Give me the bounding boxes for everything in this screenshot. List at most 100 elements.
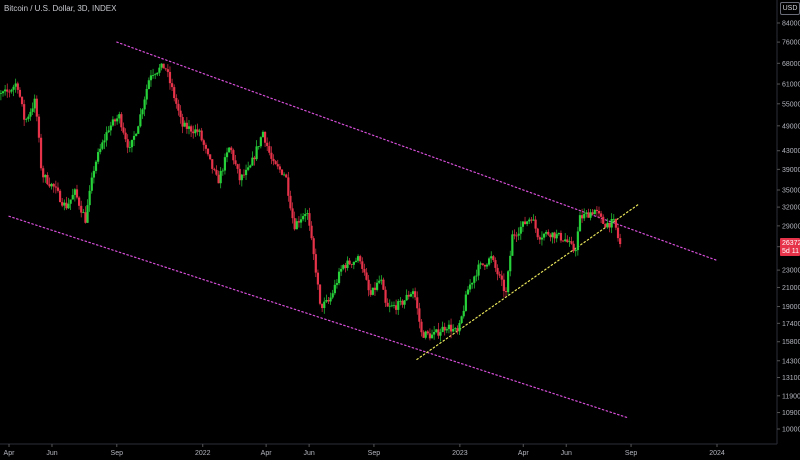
candle-body — [90, 177, 93, 191]
candle-body — [293, 218, 296, 230]
candle-body — [160, 63, 163, 68]
candle-body — [228, 147, 231, 153]
candle-body — [164, 68, 167, 70]
candle-body — [371, 287, 374, 295]
candle-body — [4, 89, 7, 92]
candle-body — [147, 80, 150, 89]
candle-body — [321, 303, 324, 309]
candle-body — [75, 189, 79, 198]
candle-body — [553, 232, 556, 239]
price-tick-label: 15800 — [782, 339, 800, 346]
candle-body — [359, 256, 362, 262]
candle-body — [564, 239, 567, 242]
candle-body — [395, 305, 398, 310]
time-tick-label: Apr — [518, 450, 530, 457]
candle-body — [365, 272, 368, 280]
candle-body — [35, 98, 38, 117]
candle-body — [523, 221, 527, 225]
candle-body — [589, 212, 592, 218]
candle-body — [48, 184, 51, 187]
candle-body — [103, 140, 106, 143]
candle-body — [124, 132, 127, 140]
candle-body — [384, 289, 387, 303]
candle-body — [25, 118, 28, 120]
candle-body — [483, 264, 486, 267]
candle-body — [454, 328, 457, 329]
candle-body — [354, 260, 358, 262]
candle-body — [407, 294, 410, 297]
time-tick-label: Sep — [111, 450, 124, 457]
candle-body — [614, 218, 618, 228]
candle-body — [464, 294, 467, 311]
candle-body — [65, 202, 68, 209]
candle-body — [71, 194, 74, 200]
candle-body — [116, 118, 119, 122]
candle-body — [494, 260, 497, 268]
candle-body — [183, 122, 186, 127]
candle-body — [477, 264, 480, 276]
channel-upper[interactable] — [116, 41, 718, 262]
candle-body — [382, 279, 385, 290]
candle-body — [181, 117, 184, 127]
candle-body — [69, 199, 72, 204]
candle-body — [0, 93, 2, 94]
price-tick-label: 49000 — [782, 123, 800, 130]
candle-body — [274, 161, 277, 165]
candle-body — [333, 284, 336, 294]
candle-body — [141, 109, 144, 115]
candle-body — [29, 111, 32, 117]
candle-body — [179, 110, 182, 118]
candle-body — [268, 146, 271, 153]
candle-body — [468, 284, 472, 290]
candle-body — [517, 233, 520, 236]
candle-body — [149, 75, 153, 81]
candle-body — [481, 263, 484, 265]
support-trendline[interactable] — [416, 203, 640, 361]
candle-body — [335, 283, 339, 285]
candle-body — [67, 203, 70, 209]
candle-body — [602, 216, 605, 224]
candle-body — [386, 302, 389, 307]
price-axis[interactable]: 84000 76000 68000 61000 55000 49000 43000 39000… — [777, 21, 800, 434]
candle-body — [37, 116, 41, 138]
candle-body — [327, 300, 330, 302]
candle-body — [619, 238, 622, 245]
time-axis[interactable]: Apr Jun Sep 2022 Apr Jun Sep 2023 Apr Jun Sep 2024 — [4, 444, 725, 457]
candle-body — [105, 132, 108, 141]
time-tick-label: 2022 — [195, 450, 211, 457]
trendlines-layer — [8, 41, 718, 419]
candle-body — [519, 226, 522, 234]
candle-body — [340, 268, 343, 272]
candle-body — [416, 297, 419, 309]
candle-body — [367, 279, 370, 291]
candle-body — [485, 264, 489, 267]
candle-body — [314, 254, 317, 273]
candle-body — [198, 130, 201, 132]
candle-body — [56, 187, 60, 191]
candle-body — [369, 290, 372, 295]
candle-body — [375, 282, 379, 290]
candle-body — [390, 305, 393, 307]
candle-body — [462, 310, 465, 317]
candle-body — [471, 282, 474, 285]
candle-body — [154, 74, 157, 76]
candle-body — [401, 300, 404, 305]
candle-body — [422, 332, 425, 338]
channel-lower[interactable] — [8, 215, 629, 419]
candle-body — [46, 174, 49, 185]
candle-body — [234, 160, 237, 165]
candles-layer — [0, 63, 622, 342]
candle-body — [612, 218, 615, 220]
candle-body — [20, 96, 24, 105]
candle-body — [536, 228, 539, 238]
candle-body — [287, 177, 290, 196]
candle-body — [356, 256, 360, 261]
candle-body — [337, 271, 341, 284]
candle-body — [576, 231, 579, 251]
price-tick-label: 35000 — [782, 188, 800, 195]
candle-body — [99, 148, 102, 153]
candle-body — [223, 157, 227, 171]
candle-body — [504, 291, 508, 293]
candle-body — [414, 291, 417, 298]
